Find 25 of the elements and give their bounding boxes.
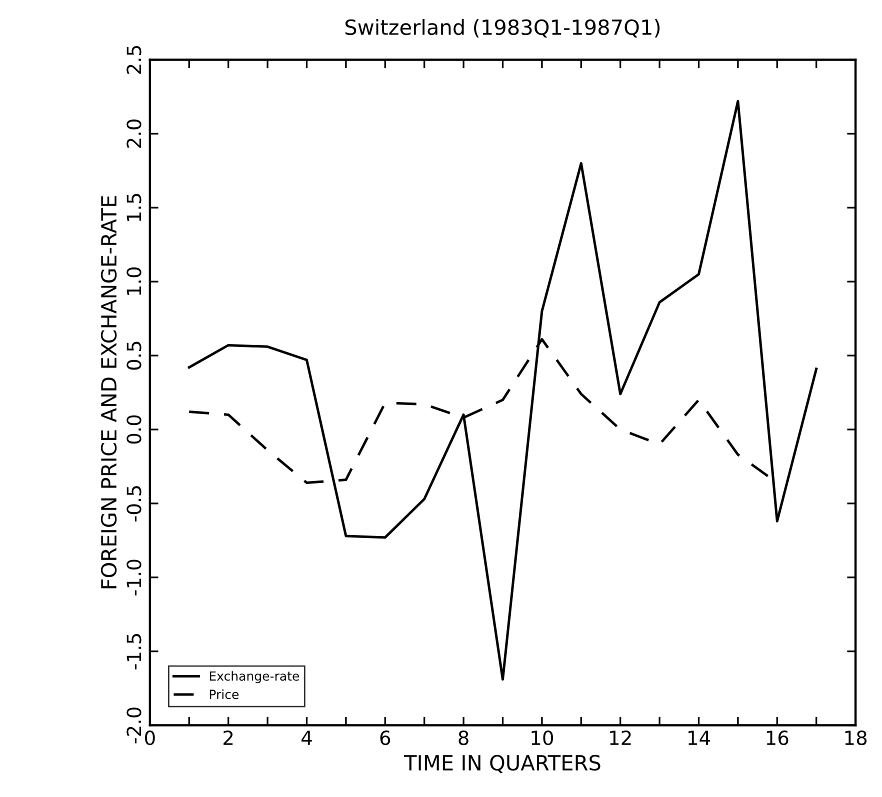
chart-title: Switzerland (1983Q1-1987Q1) [345, 18, 660, 38]
legend-label: Price [210, 689, 239, 700]
y-tick-label: -1.5 [126, 634, 142, 670]
x-tick-label: 10 [532, 730, 554, 746]
x-tick-label: 14 [688, 730, 710, 745]
x-tick-label: 12 [610, 730, 631, 745]
y-tick-label: 1.5 [126, 194, 142, 221]
y-tick-label: 0.5 [126, 342, 142, 370]
y-axis-title: FOREIGN PRICE AND EXCHANGE-RATE [100, 196, 117, 588]
x-tick-label: 0 [145, 730, 155, 746]
y-tick-label: -1.0 [126, 560, 142, 596]
y-tick-label: 2.0 [126, 120, 142, 148]
y-tick-label: 1.0 [126, 267, 142, 295]
x-tick-label: 6 [380, 730, 390, 746]
x-tick-label: 18 [845, 730, 867, 746]
x-tick-label: 16 [766, 730, 788, 746]
legend-label: Exchange-rate [210, 671, 300, 684]
y-tick-label: 0.0 [126, 415, 142, 444]
y-tick-label: -2.0 [126, 708, 142, 744]
x-axis-title: TIME IN QUARTERS [404, 754, 600, 774]
y-tick-label: -0.5 [126, 486, 142, 522]
x-tick-label: 8 [458, 730, 468, 746]
x-tick-label: 4 [302, 730, 312, 745]
x-tick-label: 2 [224, 730, 233, 745]
y-tick-label: 2.5 [126, 46, 142, 74]
